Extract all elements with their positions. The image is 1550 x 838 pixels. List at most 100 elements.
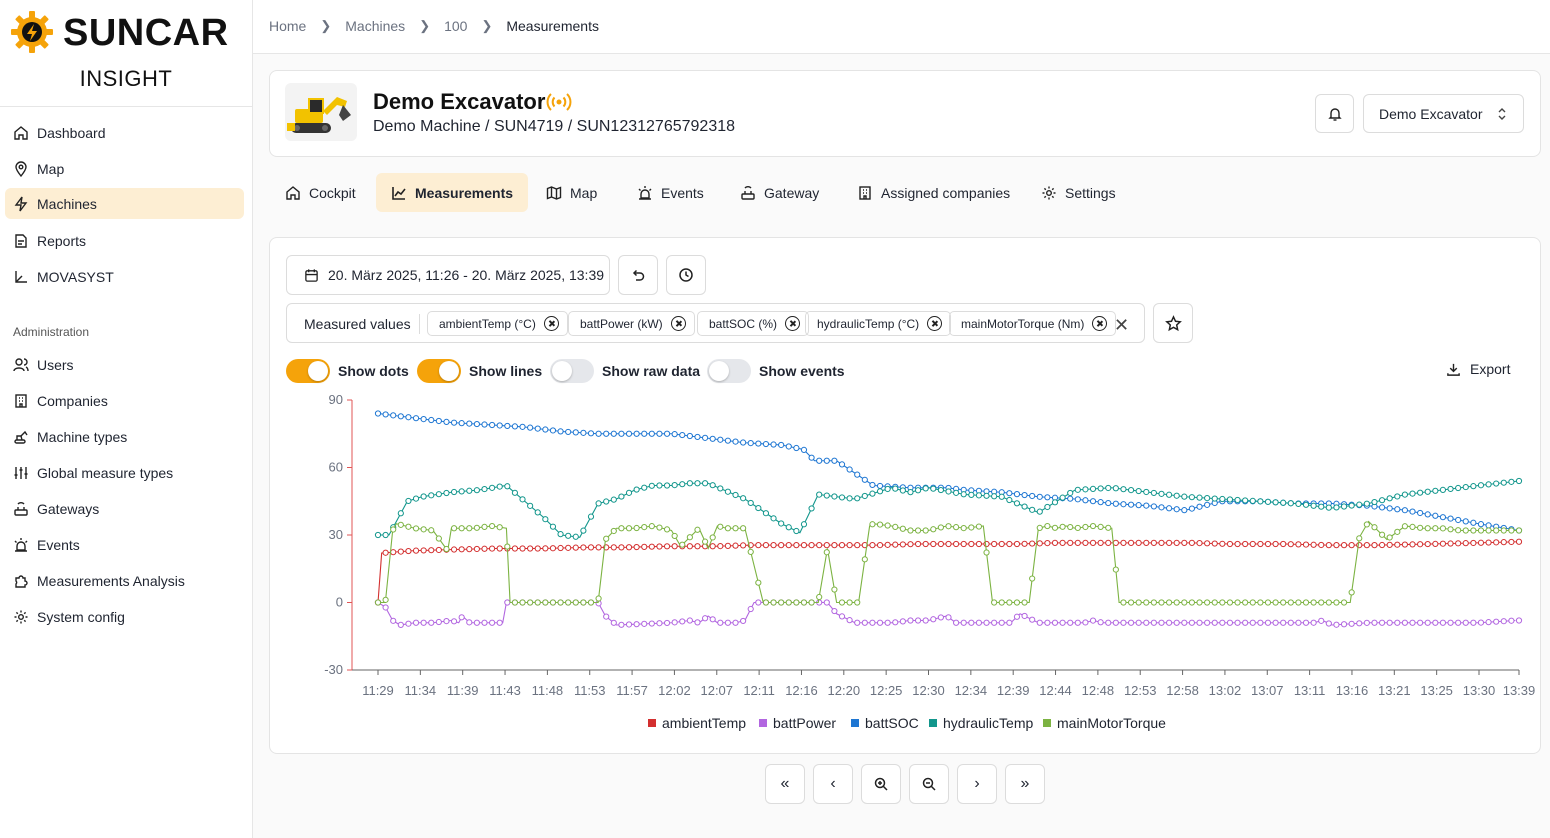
sidebar-item-machines[interactable]: Machines (5, 188, 244, 219)
sidebar-item-measurements-analysis[interactable]: Measurements Analysis (5, 565, 244, 596)
data-point (1006, 490, 1013, 497)
data-point (489, 484, 496, 491)
sidebar-item-label: Global measure types (37, 464, 174, 481)
data-point (1318, 599, 1325, 606)
data-point (648, 482, 655, 489)
live-signal-icon (546, 93, 572, 111)
data-point (1150, 599, 1157, 606)
data-point (884, 485, 891, 493)
data-point (694, 480, 701, 487)
next-button[interactable]: › (957, 764, 997, 804)
zoom-out-button[interactable] (909, 764, 949, 804)
data-point (1333, 542, 1340, 549)
data-point (504, 483, 511, 490)
sidebar-item-map[interactable]: Map (5, 153, 244, 184)
data-point (930, 540, 937, 548)
sidebar-item-gateways[interactable]: Gateways (5, 493, 244, 524)
data-point (1105, 524, 1112, 531)
chip-battsoc[interactable]: battSOC (%) (697, 311, 810, 336)
data-point (1348, 542, 1355, 549)
breadcrumb-machine-id[interactable]: 100 (444, 18, 468, 34)
data-point (1462, 527, 1469, 534)
data-point (587, 544, 595, 551)
remove-chip-icon[interactable] (1092, 316, 1108, 331)
data-point (420, 493, 427, 500)
sidebar-item-companies[interactable]: Companies (5, 385, 244, 416)
data-point (1188, 539, 1196, 546)
chip-hydraulictemp[interactable]: hydraulicTemp (°C) (805, 311, 952, 336)
data-point (1394, 619, 1401, 626)
sidebar-item-global-measure-types[interactable]: Global measure types (5, 457, 244, 488)
tab-settings[interactable]: Settings (1026, 173, 1131, 212)
data-point (1074, 486, 1081, 493)
sidebar-item-machine-types[interactable]: Machine types (5, 421, 244, 452)
toggle-show-dots[interactable] (286, 359, 330, 383)
tab-measurements[interactable]: Measurements (376, 173, 529, 212)
data-point (1204, 540, 1211, 547)
data-point (914, 487, 922, 494)
tab-cockpit[interactable]: Cockpit (270, 173, 371, 212)
measured-values-select[interactable]: Measured values ambientTemp (°C) battPow… (286, 303, 1145, 343)
favorite-button[interactable] (1153, 303, 1193, 343)
tab-events[interactable]: Events (622, 173, 719, 212)
tab-assigned-companies[interactable]: Assigned companies (842, 173, 1025, 212)
data-point (1082, 523, 1089, 531)
data-point (390, 549, 397, 556)
data-point (1280, 599, 1287, 606)
clear-all-icon[interactable]: ✕ (1114, 315, 1130, 335)
remove-chip-icon[interactable] (927, 316, 943, 331)
data-point (686, 534, 693, 541)
remove-chip-icon[interactable] (785, 316, 801, 331)
chip-mainmotortorque[interactable]: mainMotorTorque (Nm) (949, 311, 1117, 336)
data-point (565, 599, 572, 606)
data-point (489, 619, 496, 626)
breadcrumb-home[interactable]: Home (269, 18, 307, 34)
sidebar-item-dashboard[interactable]: Dashboard (5, 117, 244, 148)
reset-range-button[interactable] (618, 255, 658, 295)
machine-selector[interactable]: Demo Excavator (1363, 94, 1524, 133)
date-range-picker[interactable]: 20. März 2025, 11:26 - 20. März 2025, 13… (286, 255, 610, 295)
data-point (1089, 498, 1097, 505)
breadcrumb-machines[interactable]: Machines (345, 18, 406, 34)
data-point (511, 599, 519, 606)
breadcrumb-current: Measurements (506, 18, 599, 34)
data-point (1363, 542, 1370, 549)
sidebar-item-movasyst[interactable]: MOVASYST (5, 261, 244, 292)
tab-gateway[interactable]: Gateway (725, 173, 834, 212)
zoom-in-button[interactable] (861, 764, 901, 804)
sidebar-item-events[interactable]: Events (5, 529, 244, 560)
brand-logo[interactable]: SUNCAR INSIGHT (8, 8, 244, 98)
time-preset-button[interactable] (666, 255, 706, 295)
chevron-right-icon: ❯ (481, 18, 493, 33)
export-button[interactable]: Export (1446, 361, 1510, 377)
data-point (800, 446, 808, 453)
toggle-show-lines[interactable] (417, 359, 461, 383)
chip-ambienttemp[interactable]: ambientTemp (°C) (427, 311, 568, 336)
data-point (405, 497, 412, 505)
previous-button[interactable]: ‹ (813, 764, 853, 804)
data-point (374, 531, 382, 539)
sidebar-item-users[interactable]: Users (5, 349, 244, 380)
jump-first-button[interactable]: « (765, 764, 805, 804)
data-point (1211, 619, 1218, 626)
data-point (496, 483, 503, 490)
tab-map[interactable]: Map (531, 173, 612, 212)
data-point (1044, 540, 1051, 547)
data-point (1394, 528, 1401, 535)
data-point (641, 430, 648, 437)
chip-battpower[interactable]: battPower (kW) (568, 311, 695, 336)
toggle-show-raw-data[interactable] (550, 359, 594, 383)
data-point (565, 428, 572, 436)
sidebar-item-system-config[interactable]: System config (5, 601, 244, 632)
toggle-show-events[interactable] (707, 359, 751, 383)
notifications-button[interactable] (1315, 94, 1354, 133)
data-point (922, 485, 929, 492)
jump-last-button[interactable]: » (1005, 764, 1045, 804)
data-point (1500, 539, 1507, 546)
remove-chip-icon[interactable] (543, 316, 559, 331)
sidebar-item-reports[interactable]: Reports (5, 225, 244, 256)
remove-chip-icon[interactable] (670, 316, 686, 331)
data-point (899, 618, 906, 625)
data-point (922, 540, 929, 548)
